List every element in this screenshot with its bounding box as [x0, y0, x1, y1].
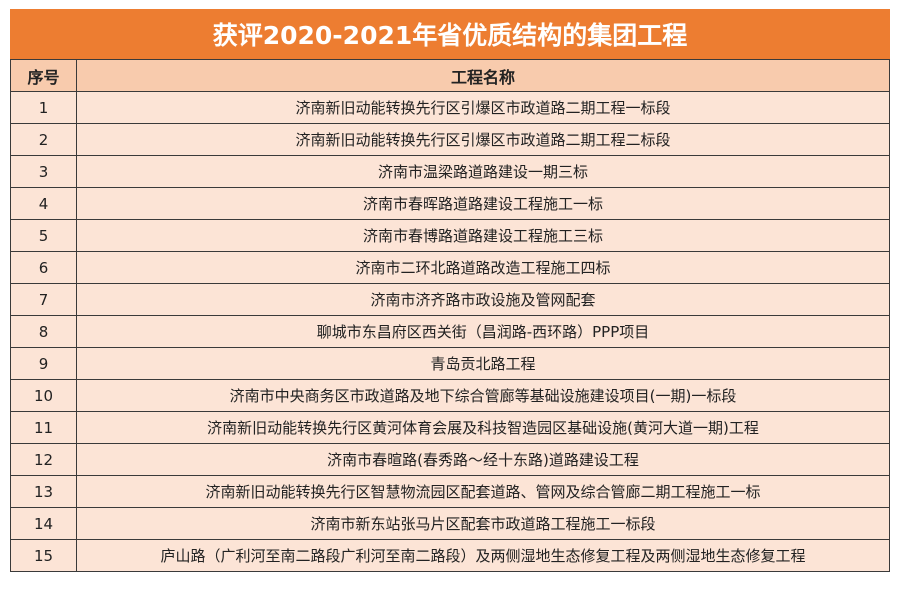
row-index: 5: [10, 219, 77, 252]
table-row: 3 济南市温梁路道路建设一期三标: [10, 155, 890, 188]
row-project-name: 济南市春博路道路建设工程施工三标: [76, 219, 890, 252]
row-project-name: 济南新旧动能转换先行区引爆区市政道路二期工程一标段: [76, 91, 890, 124]
table-row: 2 济南新旧动能转换先行区引爆区市政道路二期工程二标段: [10, 123, 890, 156]
row-index: 9: [10, 347, 77, 380]
row-index: 8: [10, 315, 77, 348]
row-project-name: 济南市春晖路道路建设工程施工一标: [76, 187, 890, 220]
row-project-name: 聊城市东昌府区西关街（昌润路-西环路）PPP项目: [76, 315, 890, 348]
table-row: 10 济南市中央商务区市政道路及地下综合管廊等基础设施建设项目(一期)一标段: [10, 379, 890, 412]
table-row: 5 济南市春博路道路建设工程施工三标: [10, 219, 890, 252]
row-index: 6: [10, 251, 77, 284]
row-project-name: 济南市二环北路道路改造工程施工四标: [76, 251, 890, 284]
table-row: 7 济南市济齐路市政设施及管网配套: [10, 283, 890, 316]
row-index: 4: [10, 187, 77, 220]
row-index: 15: [10, 539, 77, 572]
table-row: 9 青岛贡北路工程: [10, 347, 890, 380]
project-table-container: 获评2020-2021年省优质结构的集团工程 序号 工程名称 1 济南新旧动能转换…: [10, 9, 890, 572]
row-project-name: 济南市温梁路道路建设一期三标: [76, 155, 890, 188]
table-row: 8 聊城市东昌府区西关街（昌润路-西环路）PPP项目: [10, 315, 890, 348]
header-name: 工程名称: [76, 59, 890, 92]
row-index: 3: [10, 155, 77, 188]
row-project-name: 济南新旧动能转换先行区智慧物流园区配套道路、管网及综合管廊二期工程施工一标: [76, 475, 890, 508]
table-row: 11 济南新旧动能转换先行区黄河体育会展及科技智造园区基础设施(黄河大道一期)工程: [10, 411, 890, 444]
row-index: 2: [10, 123, 77, 156]
row-project-name: 济南市春暄路(春秀路～经十东路)道路建设工程: [76, 443, 890, 476]
row-index: 14: [10, 507, 77, 540]
row-project-name: 济南市新东站张马片区配套市政道路工程施工一标段: [76, 507, 890, 540]
row-project-name: 青岛贡北路工程: [76, 347, 890, 380]
row-index: 13: [10, 475, 77, 508]
header-index: 序号: [10, 59, 77, 92]
project-table: 序号 工程名称 1 济南新旧动能转换先行区引爆区市政道路二期工程一标段 2 济南新旧动…: [10, 59, 890, 572]
row-index: 12: [10, 443, 77, 476]
row-index: 7: [10, 283, 77, 316]
row-project-name: 济南新旧动能转换先行区黄河体育会展及科技智造园区基础设施(黄河大道一期)工程: [76, 411, 890, 444]
table-row: 6 济南市二环北路道路改造工程施工四标: [10, 251, 890, 284]
table-row: 12 济南市春暄路(春秀路～经十东路)道路建设工程: [10, 443, 890, 476]
row-project-name: 济南市中央商务区市政道路及地下综合管廊等基础设施建设项目(一期)一标段: [76, 379, 890, 412]
row-project-name: 济南市济齐路市政设施及管网配套: [76, 283, 890, 316]
table-row: 13 济南新旧动能转换先行区智慧物流园区配套道路、管网及综合管廊二期工程施工一标: [10, 475, 890, 508]
row-index: 1: [10, 91, 77, 124]
header-row: 序号 工程名称: [10, 59, 890, 92]
row-project-name: 庐山路（广利河至南二路段广利河至南二路段）及两侧湿地生态修复工程及两侧湿地生态修…: [76, 539, 890, 572]
row-index: 11: [10, 411, 77, 444]
table-title: 获评2020-2021年省优质结构的集团工程: [10, 9, 890, 59]
table-row: 15 庐山路（广利河至南二路段广利河至南二路段）及两侧湿地生态修复工程及两侧湿地生…: [10, 539, 890, 572]
row-index: 10: [10, 379, 77, 412]
table-row: 4 济南市春晖路道路建设工程施工一标: [10, 187, 890, 220]
table-row: 1 济南新旧动能转换先行区引爆区市政道路二期工程一标段: [10, 91, 890, 124]
row-project-name: 济南新旧动能转换先行区引爆区市政道路二期工程二标段: [76, 123, 890, 156]
table-row: 14 济南市新东站张马片区配套市政道路工程施工一标段: [10, 507, 890, 540]
